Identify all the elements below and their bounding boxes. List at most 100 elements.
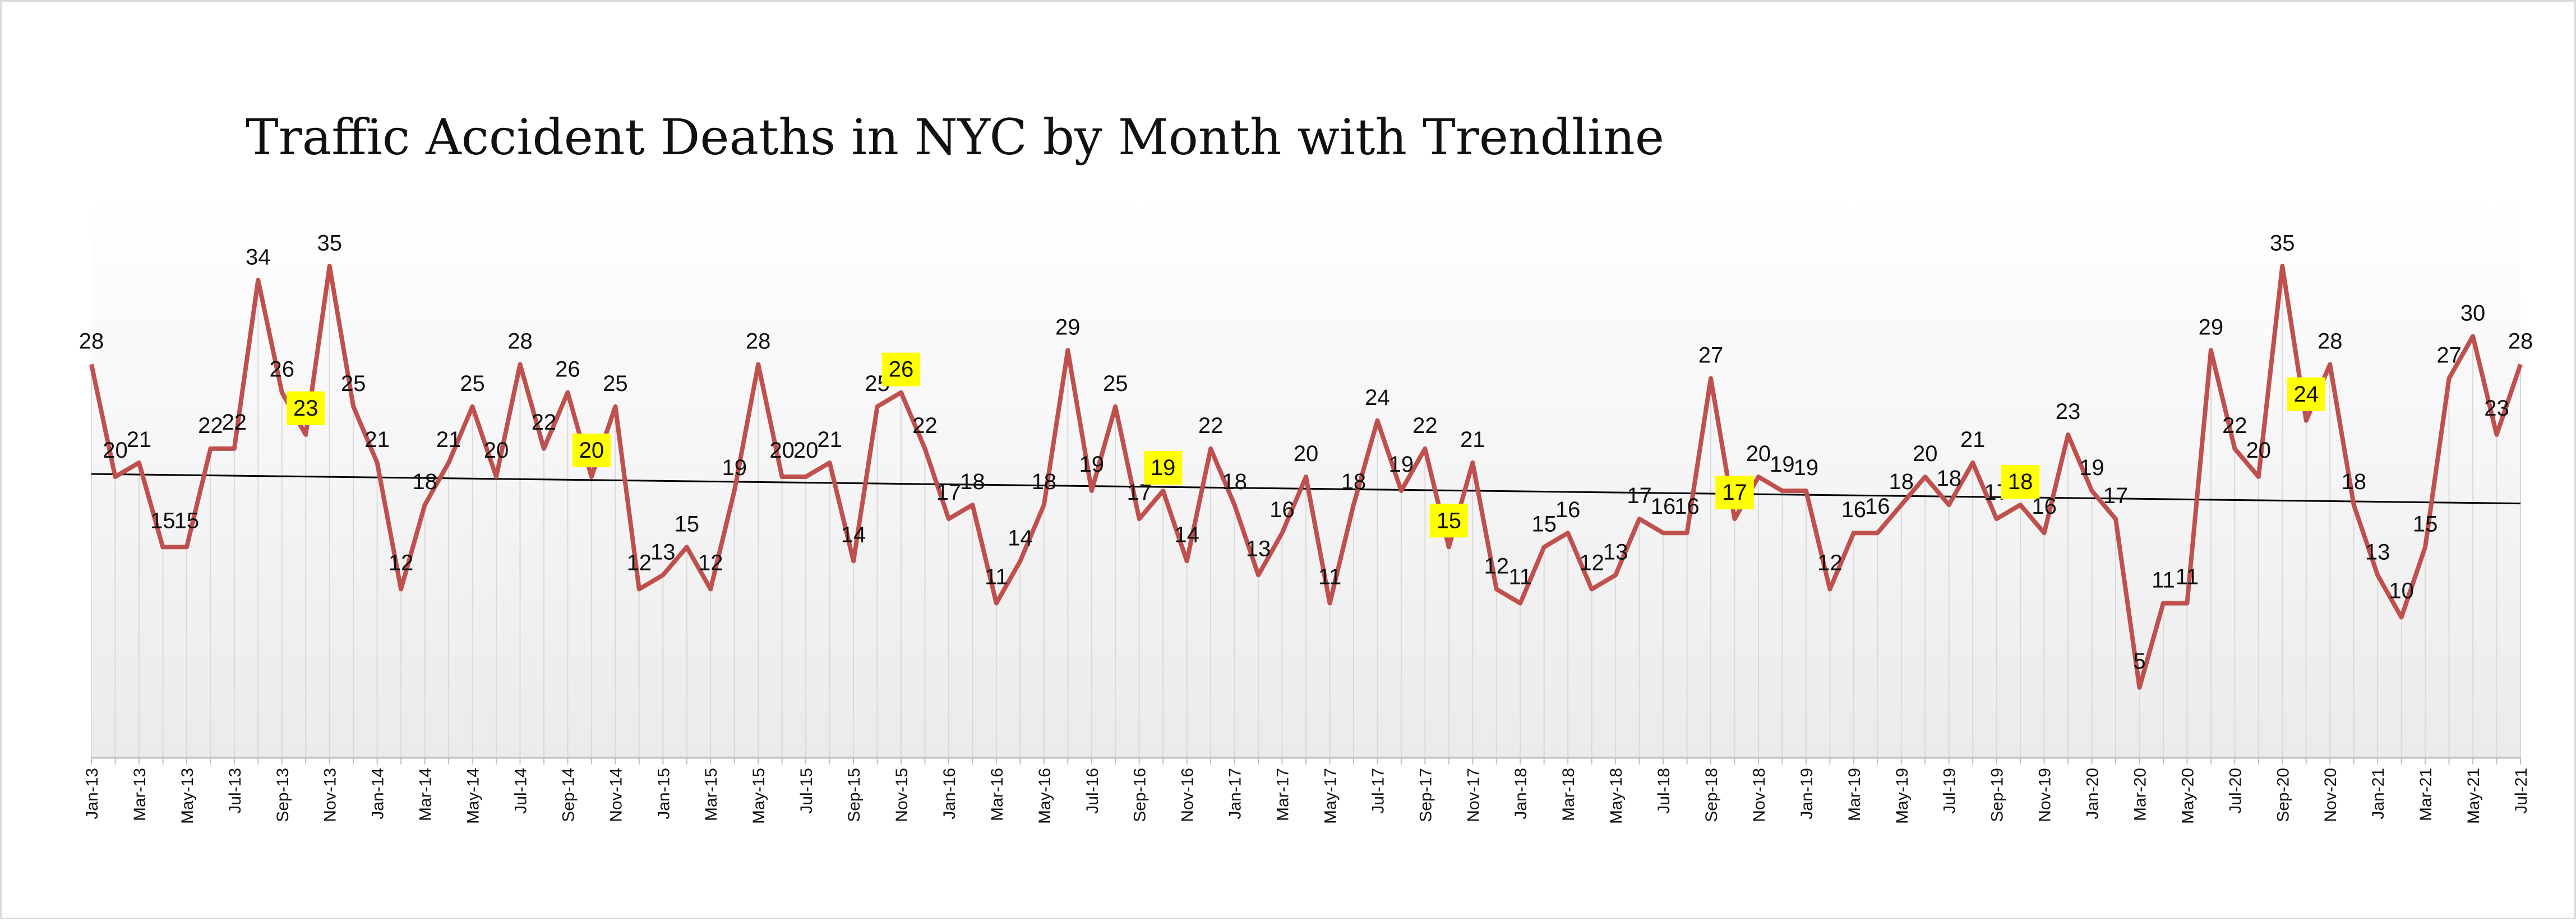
data-label: 16 bbox=[2032, 494, 2057, 519]
data-label: 26 bbox=[270, 357, 295, 382]
data-label: 18 bbox=[1222, 469, 1247, 494]
data-label: 14 bbox=[1008, 526, 1033, 550]
data-label: 15 bbox=[2413, 512, 2438, 536]
data-label: 19 bbox=[2079, 455, 2104, 480]
data-label: 11 bbox=[2152, 568, 2175, 592]
x-tick-label: Sep-14 bbox=[559, 768, 578, 822]
x-tick-label: Mar-15 bbox=[702, 768, 721, 821]
data-label: 23 bbox=[2484, 396, 2509, 421]
data-label-highlight-box bbox=[286, 391, 325, 425]
x-tick-label: Mar-19 bbox=[1845, 768, 1864, 821]
data-label: 20 bbox=[484, 438, 509, 463]
data-label: 15 bbox=[174, 508, 200, 533]
x-tick-label: May-16 bbox=[1036, 768, 1054, 824]
data-label: 19 bbox=[1079, 452, 1105, 477]
data-label: 28 bbox=[79, 329, 104, 354]
x-tick-label: Jul-14 bbox=[511, 768, 530, 814]
data-label-highlighted: 24 bbox=[2294, 382, 2319, 407]
data-label: 27 bbox=[1698, 343, 1724, 368]
x-tick-label: Jul-18 bbox=[1655, 768, 1673, 814]
x-tick-label: Sep-15 bbox=[845, 768, 864, 822]
data-label: 18 bbox=[412, 469, 437, 494]
data-label: 14 bbox=[1174, 522, 1199, 547]
x-tick-label: Mar-18 bbox=[1559, 768, 1578, 821]
x-tick-label: Nov-19 bbox=[2036, 768, 2055, 822]
data-label: 16 bbox=[1555, 498, 1581, 522]
data-label-highlight-box bbox=[2001, 465, 2040, 499]
data-label: 22 bbox=[1412, 413, 1438, 438]
x-tick-label: Jan-18 bbox=[1512, 768, 1530, 819]
data-label-highlight-box bbox=[2287, 377, 2326, 411]
data-label-highlight-box bbox=[881, 352, 921, 386]
data-label: 18 bbox=[1936, 466, 1961, 491]
x-tick-label: Jul-19 bbox=[1941, 768, 1959, 814]
x-tick-label: Sep-16 bbox=[1131, 768, 1149, 822]
data-label: 25 bbox=[1103, 371, 1128, 396]
x-tick-label: May-14 bbox=[464, 768, 483, 824]
data-label: 27 bbox=[2436, 343, 2462, 368]
x-tick-label: Jan-21 bbox=[2369, 768, 2388, 819]
x-tick-label: Mar-14 bbox=[417, 768, 435, 821]
x-tick-label: Sep-13 bbox=[274, 768, 292, 822]
x-tick-label: Nov-15 bbox=[893, 768, 911, 822]
data-label: 18 bbox=[960, 469, 985, 494]
data-label: 30 bbox=[2460, 301, 2486, 326]
x-tick-label: Jul-16 bbox=[1083, 768, 1102, 814]
data-label-highlight-box bbox=[572, 434, 611, 467]
data-label: 22 bbox=[532, 410, 557, 435]
data-label: 15 bbox=[675, 512, 700, 536]
data-label: 11 bbox=[985, 564, 1008, 589]
x-tick-label: Jan-20 bbox=[2084, 768, 2102, 819]
x-tick-label: Nov-17 bbox=[1464, 768, 1483, 822]
data-label: 11 bbox=[1318, 564, 1342, 589]
data-label: 20 bbox=[1913, 441, 1938, 466]
x-tick-label: Jan-19 bbox=[1798, 768, 1816, 819]
x-tick-label: May-18 bbox=[1607, 768, 1626, 824]
x-tick-label: Jan-17 bbox=[1226, 768, 1245, 819]
data-label: 21 bbox=[1460, 427, 1485, 452]
data-label: 16 bbox=[1674, 494, 1700, 519]
data-label: 28 bbox=[507, 329, 533, 354]
data-label: 12 bbox=[627, 550, 652, 575]
series-line bbox=[89, 264, 2523, 690]
data-label: 22 bbox=[912, 413, 938, 438]
data-label: 21 bbox=[1960, 427, 1986, 452]
data-label: 21 bbox=[817, 427, 842, 452]
x-tick-label: May-20 bbox=[2178, 768, 2197, 824]
x-tick-label: Jul-20 bbox=[2226, 768, 2245, 814]
data-label: 28 bbox=[746, 329, 771, 354]
data-label: 25 bbox=[341, 371, 366, 396]
data-label: 15 bbox=[1531, 512, 1557, 536]
data-label: 13 bbox=[650, 540, 676, 564]
data-label: 13 bbox=[2365, 540, 2390, 564]
data-label: 35 bbox=[2270, 231, 2295, 255]
data-label: 25 bbox=[460, 371, 485, 396]
x-tick-label: Jan-13 bbox=[83, 768, 101, 819]
x-tick-label: Sep-18 bbox=[1702, 768, 1721, 822]
data-label-highlighted: 17 bbox=[1722, 480, 1747, 505]
data-label: 35 bbox=[317, 231, 342, 255]
x-tick-label: Jan-16 bbox=[940, 768, 959, 819]
data-label: 13 bbox=[1603, 540, 1628, 564]
data-label: 18 bbox=[1032, 469, 1057, 494]
x-tick-label: Mar-17 bbox=[1274, 768, 1292, 821]
data-label: 11 bbox=[2176, 564, 2199, 589]
data-label-highlight-box bbox=[1143, 451, 1183, 485]
data-label: 14 bbox=[841, 522, 866, 547]
data-label: 22 bbox=[222, 410, 247, 435]
data-label: 19 bbox=[722, 455, 747, 480]
data-label-highlighted: 18 bbox=[2008, 469, 2033, 494]
data-label-highlighted: 19 bbox=[1151, 455, 1176, 480]
data-label-highlight-box bbox=[1429, 504, 1469, 538]
x-tick-label: Mar-16 bbox=[988, 768, 1007, 821]
data-label: 15 bbox=[150, 508, 176, 533]
x-tick-label: May-21 bbox=[2464, 768, 2483, 824]
data-label: 22 bbox=[1198, 413, 1224, 438]
x-tick-label: Jul-15 bbox=[797, 768, 816, 814]
x-tick-label: Jul-17 bbox=[1369, 768, 1387, 814]
data-label: 29 bbox=[1055, 315, 1081, 340]
data-label: 28 bbox=[2508, 329, 2533, 354]
data-label: 21 bbox=[127, 427, 152, 452]
data-label: 12 bbox=[698, 550, 723, 575]
data-label-highlighted: 20 bbox=[579, 438, 604, 463]
